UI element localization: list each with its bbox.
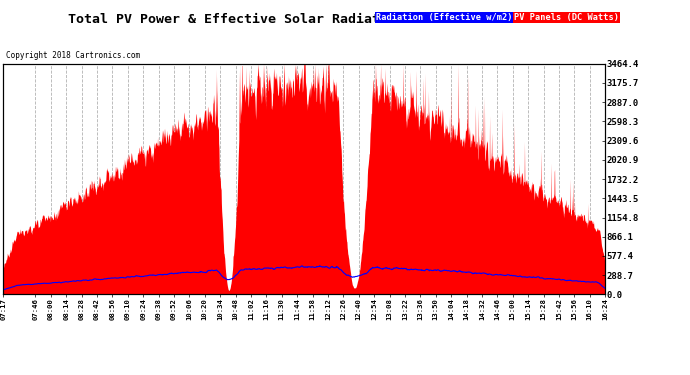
Text: Radiation (Effective w/m2): Radiation (Effective w/m2) xyxy=(376,13,513,22)
Text: Copyright 2018 Cartronics.com: Copyright 2018 Cartronics.com xyxy=(6,51,139,60)
Text: PV Panels (DC Watts): PV Panels (DC Watts) xyxy=(514,13,619,22)
Text: Total PV Power & Effective Solar Radiation Mon Dec 24 16:26: Total PV Power & Effective Solar Radiati… xyxy=(68,13,540,26)
